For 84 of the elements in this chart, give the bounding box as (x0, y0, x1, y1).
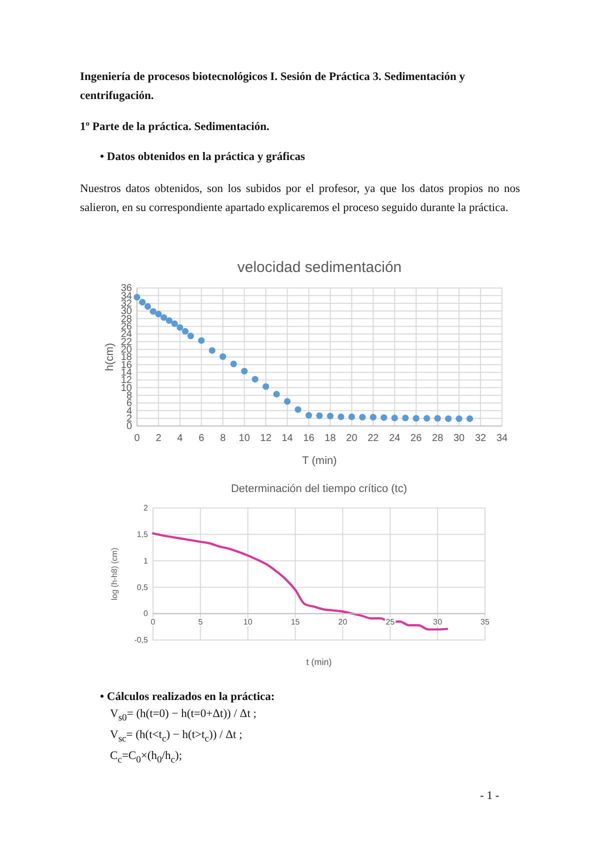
point (208, 347, 216, 354)
text: C$_{c}$=C$_{0}$×(h$_{0}$/h$_{c}$); (110, 750, 182, 766)
point (326, 412, 334, 420)
point (456, 415, 462, 422)
point (273, 390, 280, 398)
point (466, 415, 474, 422)
x-tick-label: 10 (238, 433, 250, 444)
y-tick-label: -0,5 (134, 636, 149, 645)
point (241, 368, 248, 374)
x-tick-label: 22 (368, 433, 380, 444)
x-tick-label: 30 (433, 617, 443, 626)
point (150, 308, 156, 315)
x-tick-label: 35 (480, 617, 490, 626)
x-tick-label: 4 (177, 433, 184, 444)
y-tick-label: 1 (144, 556, 149, 566)
point (134, 294, 140, 300)
x-tick-label: 8 (220, 433, 226, 444)
point (305, 412, 312, 419)
point (144, 303, 152, 310)
x-tick-label: 2 (156, 433, 162, 444)
point (294, 406, 302, 413)
point (370, 414, 376, 420)
text: • Cálculos realizados en la práctica: (100, 690, 276, 705)
x-tick-label: 16 (303, 433, 315, 444)
x-axis-title: t (min) (306, 657, 332, 667)
y-tick-label: 0 (144, 609, 149, 618)
line-series (152, 532, 448, 631)
point (176, 324, 184, 331)
point (338, 414, 344, 420)
x-tick-label: 32 (474, 433, 487, 444)
y-axis-title: log (h-h8) (cm) (110, 547, 119, 600)
point (391, 414, 398, 422)
y-tick-label: 2 (144, 504, 149, 513)
point (424, 415, 430, 422)
point (166, 317, 172, 324)
point (284, 398, 291, 405)
x-tick-label: 34 (496, 433, 508, 444)
text: V$_{s0}$= (h(t=0) − h(t=0+Δt)) / Δt ; (110, 707, 258, 726)
x-tick-label: 18 (324, 433, 336, 444)
text: 1º Parte de la práctica. Sedimentación. (80, 120, 270, 135)
point (155, 310, 162, 318)
point (348, 414, 355, 420)
y-axis-title: h(cm) (104, 342, 116, 372)
y-tick-label: 0,5 (136, 582, 149, 592)
y-tick-label: 1,5 (136, 530, 149, 539)
chart-title: velocidad sedimentación (237, 259, 402, 276)
x-tick-label: 20 (346, 433, 358, 444)
x-tick-label: 14 (282, 433, 294, 444)
point (262, 383, 270, 390)
x-tick-label: 5 (198, 617, 204, 626)
point (445, 415, 452, 422)
point (187, 332, 194, 340)
point (182, 328, 189, 335)
x-tick-label: 6 (198, 433, 205, 444)
point (359, 414, 366, 420)
point (198, 337, 205, 344)
point (316, 412, 323, 419)
point (230, 360, 237, 368)
point (402, 414, 409, 422)
x-tick-label: 10 (243, 617, 253, 626)
point (139, 298, 146, 306)
text: Ingeniería de procesos biotecnológicos I. Sesión de Práctica 3. Sedimentación y centrifugación. (80, 70, 466, 104)
x-tick-label: 12 (260, 433, 272, 444)
chart-title: Determinación del tiempo crítico (tc) (230, 483, 408, 495)
text: • Datos obtenidos en la práctica y gráficas (100, 150, 306, 165)
point (412, 415, 420, 422)
x-axis-title: T (min) (302, 455, 337, 467)
text: Nuestros datos obtenidos, son los subidos por el profesor, ya que los datos propios no nos salieron, en su correspondiente apartado explicaremos el proceso seguido durante la práctica. (80, 182, 520, 216)
point (220, 353, 226, 360)
point (252, 376, 258, 383)
x-tick-label: 30 (453, 433, 466, 444)
x-tick-label: 26 (410, 433, 422, 444)
text: - 1 - (480, 789, 500, 804)
x-tick-label: 0 (150, 617, 156, 626)
point (171, 320, 178, 327)
x-tick-label: 28 (432, 433, 444, 444)
x-tick-label: 24 (389, 433, 401, 444)
point (160, 314, 168, 321)
y-tick-label: 0 (126, 421, 132, 432)
x-tick-label: 15 (290, 617, 300, 626)
x-tick-label: 20 (338, 617, 348, 626)
point (380, 414, 388, 421)
point (434, 415, 441, 422)
text: V$_{sc}$= (h(t<t$_{c}$) − h(t>t$_{c}$)) / Δt ; (110, 728, 244, 746)
